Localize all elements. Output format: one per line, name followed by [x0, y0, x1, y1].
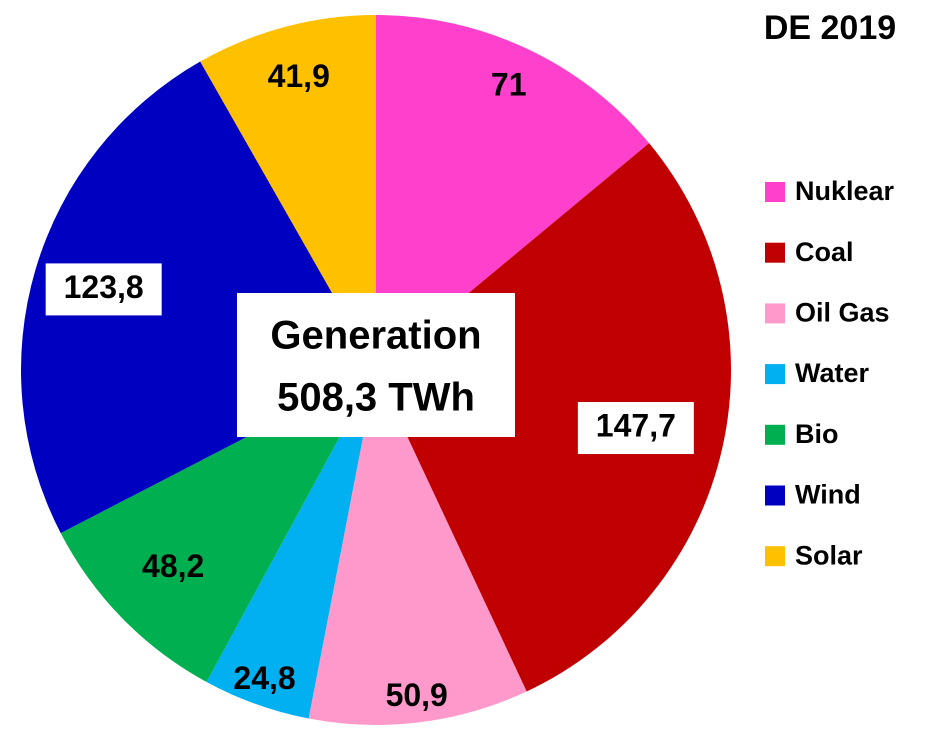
legend-swatch — [765, 242, 785, 263]
legend-label: Water — [795, 358, 870, 388]
chart-title: DE 2019 — [764, 9, 896, 47]
legend-swatch — [765, 485, 785, 506]
pie-slice — [376, 15, 650, 370]
data-label: 123,8 — [64, 269, 144, 305]
pie-slice — [308, 370, 527, 725]
pie-slice — [60, 370, 377, 682]
data-label: 24,8 — [233, 660, 295, 696]
pie-slice — [200, 15, 376, 370]
annotation: Generation — [270, 314, 481, 358]
legend-swatch — [765, 182, 785, 202]
label-box — [577, 402, 694, 455]
legend-label: Nuklear — [795, 176, 895, 206]
legend-swatch — [765, 546, 785, 567]
legend-swatch — [765, 424, 785, 445]
legend-label: Bio — [795, 419, 839, 449]
data-label: 48,2 — [142, 548, 204, 584]
label-box — [45, 263, 162, 316]
data-label: 147,7 — [596, 407, 676, 443]
legend-label: Wind — [795, 480, 861, 510]
legend-label: Oil Gas — [795, 298, 890, 328]
pie-slice — [376, 143, 731, 692]
data-label: 50,9 — [386, 677, 448, 713]
data-label: 41,9 — [268, 58, 330, 94]
center-box — [237, 293, 515, 437]
data-label: 71 — [491, 67, 527, 103]
legend-label: Coal — [795, 237, 854, 267]
pie-slice — [206, 370, 376, 719]
legend-swatch — [765, 303, 785, 324]
legend-label: Solar — [795, 540, 863, 570]
legend-swatch — [765, 364, 785, 385]
annotation: 508,3 TWh — [277, 376, 475, 420]
